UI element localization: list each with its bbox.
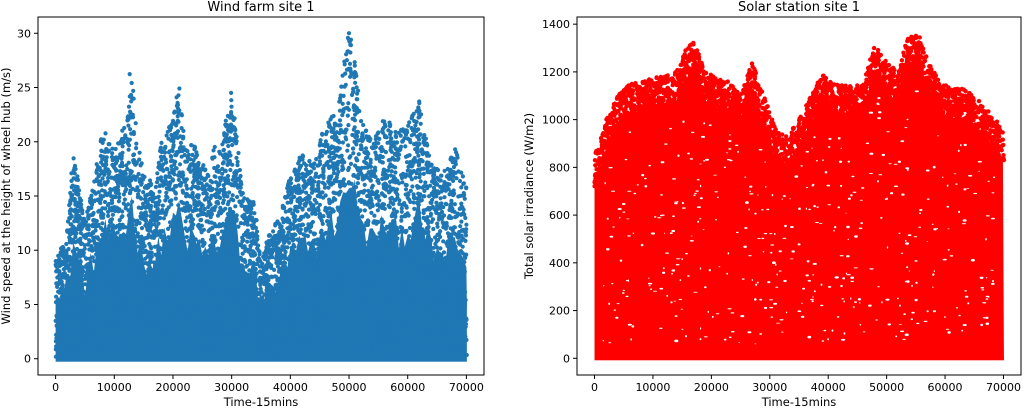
chart-title: Wind farm site 1 [207, 0, 314, 15]
y-tick-label: 800 [549, 161, 570, 174]
scatter-points [53, 31, 469, 362]
y-tick-label: 600 [549, 209, 570, 222]
y-tick-label: 20 [17, 136, 31, 149]
x-tick-label: 50000 [332, 381, 367, 394]
y-tick-label: 1400 [542, 18, 570, 31]
y-axis-label: Wind speed at the height of wheel hub (m… [0, 67, 13, 324]
x-tick-label: 40000 [273, 381, 308, 394]
x-axis-label: Time-15mins [223, 395, 299, 408]
y-tick-label: 5 [24, 298, 31, 311]
wind-farm-chart: 0 10000 20000 30000 40000 50000 60000 70000 0 5 10… [0, 0, 485, 408]
scatter-points [592, 33, 1007, 361]
y-tick-label: 10 [17, 244, 31, 257]
x-tick-label: 50000 [869, 381, 904, 394]
axes-frame [576, 16, 1022, 376]
chart-title: Solar station site 1 [738, 0, 860, 15]
x-tick-label: 30000 [752, 381, 787, 394]
y-tick-label: 1000 [542, 114, 570, 127]
x-tick-label: 0 [52, 381, 59, 394]
solar-station-chart: 0 10000 20000 30000 40000 50000 60000 70000 0 200… [522, 0, 1022, 408]
dense-point-mass [594, 56, 1004, 359]
y-tick-label: 200 [549, 305, 570, 318]
y-axis-label: Total solar irradiance (W/m2) [522, 113, 536, 280]
x-tick-label: 10000 [97, 381, 132, 394]
y-tick-label: 0 [563, 352, 570, 365]
x-tick-label: 60000 [928, 381, 963, 394]
y-tick-label: 25 [17, 82, 31, 95]
y-tick-label: 0 [24, 353, 31, 366]
x-tick-label: 0 [591, 381, 598, 394]
y-tick-label: 30 [17, 27, 31, 40]
x-tick-label: 70000 [449, 381, 484, 394]
y-tick-label: 15 [17, 190, 31, 203]
x-tick-label: 40000 [811, 381, 846, 394]
y-tick-label: 1200 [542, 66, 570, 79]
x-tick-label: 20000 [694, 381, 729, 394]
x-tick-label: 30000 [214, 381, 249, 394]
x-axis-label: Time-15mins [761, 395, 837, 408]
x-tick-label: 70000 [986, 381, 1021, 394]
y-tick-label: 400 [549, 257, 570, 270]
x-tick-label: 20000 [155, 381, 190, 394]
x-tick-label: 60000 [390, 381, 425, 394]
x-tick-label: 10000 [635, 381, 670, 394]
